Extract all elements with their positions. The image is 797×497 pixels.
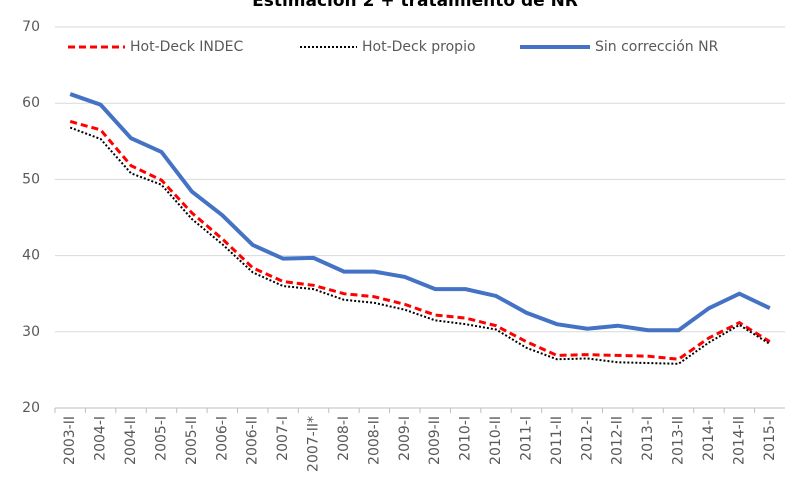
x-tick-label: 2013-I <box>640 416 656 461</box>
x-tick-label: 2004-I <box>93 416 109 461</box>
y-tick-label: 30 <box>22 324 40 340</box>
y-tick-label: 60 <box>22 95 40 111</box>
x-tick-label: 2005-II <box>184 416 200 465</box>
x-tick-label: 2012-I <box>579 416 595 461</box>
x-tick-label: 2009-II <box>427 416 443 465</box>
chart-title: Estimación 2 + tratamiento de NR <box>252 0 578 11</box>
x-tick-label: 2014-I <box>701 416 717 461</box>
series-line <box>69 120 771 361</box>
x-tick-label: 2014-II <box>731 416 747 465</box>
y-tick-label: 40 <box>22 248 40 264</box>
y-tick-label: 70 <box>22 19 40 35</box>
x-tick-label: 2013-II <box>671 416 687 465</box>
x-tick-label: 2008-II <box>366 416 382 465</box>
legend-label: Hot-Deck propio <box>362 39 476 55</box>
x-tick-label: 2007-II* <box>306 416 322 472</box>
x-tick-label: 2015-I <box>762 416 778 461</box>
x-tick-label: 2010-I <box>458 416 474 461</box>
legend-label: Sin corrección NR <box>595 39 719 55</box>
x-tick-label: 2010-II <box>488 416 504 465</box>
y-tick-label: 20 <box>22 400 40 416</box>
x-tick-label: 2006-I <box>214 416 230 461</box>
series-line <box>69 92 771 333</box>
x-tick-label: 2003-II <box>62 416 78 465</box>
x-tick-label: 2004-II <box>123 416 139 465</box>
y-tick-label: 50 <box>22 171 40 187</box>
x-tick-label: 2006-II <box>245 416 261 465</box>
x-tick-label: 2008-I <box>336 416 352 461</box>
x-tick-label: 2011-II <box>549 416 565 465</box>
series-line <box>69 126 771 365</box>
x-tick-label: 2007-I <box>275 416 291 461</box>
x-tick-label: 2011-I <box>518 416 534 461</box>
legend-label: Hot-Deck INDEC <box>130 39 244 55</box>
x-tick-label: 2012-II <box>610 416 626 465</box>
x-tick-label: 2009-I <box>397 416 413 461</box>
x-tick-label: 2005-I <box>153 416 169 461</box>
